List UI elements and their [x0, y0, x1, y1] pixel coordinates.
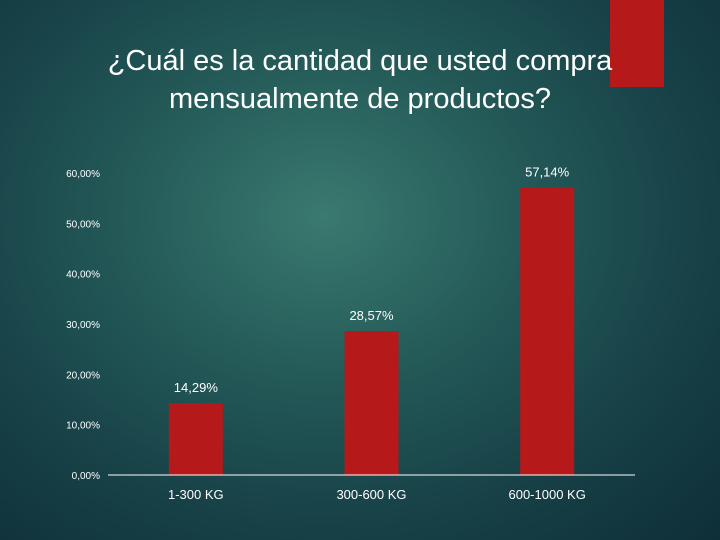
y-tick-label: 50,00% [66, 219, 100, 230]
y-tick-label: 60,00% [66, 169, 100, 180]
slide-title: ¿Cuál es la cantidad que usted compra me… [40, 42, 680, 118]
title-line-2: mensualmente de productos? [168, 83, 552, 115]
category-label: 1-300 KG [168, 487, 224, 502]
y-tick-label: 20,00% [66, 370, 100, 381]
category-labels: 1-300 KG 300-600 KG 600-1000 KG [168, 487, 586, 502]
y-tick-label: 0,00% [72, 471, 100, 482]
data-label: 57,14% [525, 164, 570, 179]
y-axis-ticks: 0,00% 10,00% 20,00% 30,00% 40,00% 50,00% 60,00… [66, 169, 100, 482]
category-label: 600-1000 KG [508, 487, 585, 502]
y-tick-label: 30,00% [66, 320, 100, 331]
data-label: 28,57% [349, 308, 394, 323]
title-line-1: ¿Cuál es la cantidad que usted compra [107, 45, 613, 77]
accent-block [610, 0, 664, 87]
bars [168, 187, 575, 476]
data-labels: 14,29% 28,57% 57,14% [174, 164, 570, 395]
y-tick-label: 40,00% [66, 270, 100, 281]
category-label: 300-600 KG [336, 487, 406, 502]
bar [344, 331, 399, 475]
y-tick-label: 10,00% [66, 421, 100, 432]
bar [168, 403, 223, 475]
data-label: 14,29% [174, 380, 219, 395]
bar [520, 187, 575, 476]
